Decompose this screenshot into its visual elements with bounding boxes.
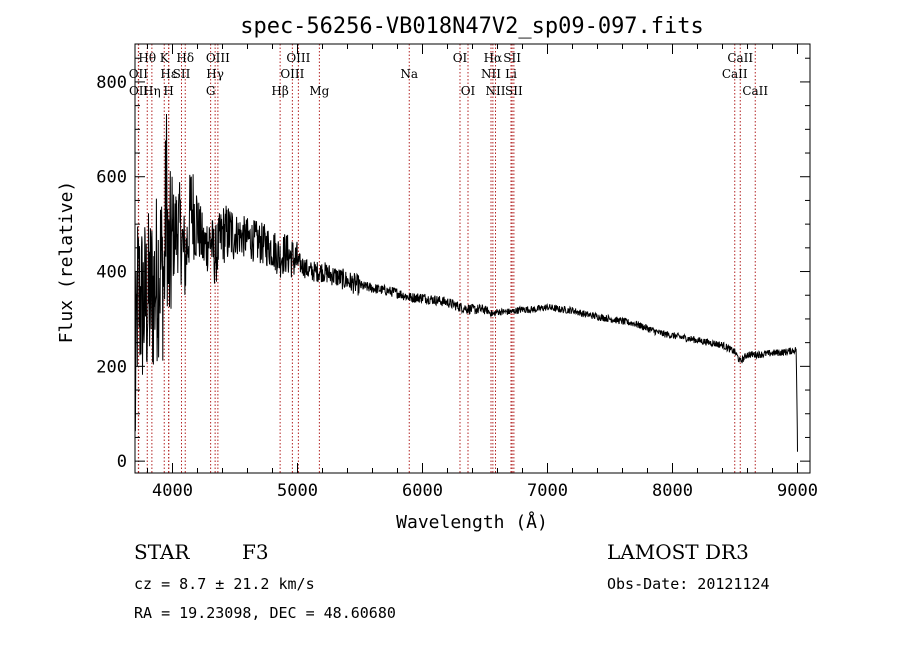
- spectral-line-label: Li: [505, 67, 517, 81]
- spectral-line-label: CaII: [722, 67, 748, 81]
- x-tick-label: 6000: [402, 481, 443, 501]
- obs-date: Obs-Date: 20121124: [607, 575, 770, 593]
- redshift-velocity: cz = 8.7 ± 21.2 km/s: [134, 575, 315, 593]
- spectral-line-label: SII: [505, 84, 523, 98]
- x-axis-label: Wavelength (Å): [396, 511, 548, 533]
- spectral-line-label: Mg: [309, 84, 329, 98]
- spectral-line-label: K: [160, 51, 170, 65]
- coordinates: RA = 19.23098, DEC = 48.60680: [134, 604, 396, 622]
- y-tick-label: 0: [117, 452, 127, 472]
- plot-frame: [134, 43, 811, 474]
- spectral-line-label: OI: [453, 51, 468, 65]
- x-tick-label: 4000: [152, 481, 193, 501]
- x-tick-label: 9000: [777, 481, 818, 501]
- y-tick-label: 600: [96, 168, 127, 188]
- chart-title: spec-56256-VB018N47V2_sp09-097.fits: [240, 14, 704, 39]
- spectral-line-label: H: [163, 84, 173, 98]
- y-axis-label: Flux (relative): [56, 181, 77, 344]
- spectral-line-label: SII: [503, 51, 521, 65]
- spectral-line-label: Hβ: [271, 84, 288, 98]
- spectral-line-label: Na: [400, 67, 418, 81]
- spectral-line-label: CaII: [742, 84, 768, 98]
- x-tick-label: 8000: [652, 481, 693, 501]
- spectral-line-label: OIII: [286, 51, 310, 65]
- axis-ticks: [135, 44, 810, 473]
- spectral-line-label: OIII: [206, 51, 230, 65]
- x-tick-label: 5000: [277, 481, 318, 501]
- spectral-line-label: Hα: [484, 51, 503, 65]
- axis-tick-labels: 4000 5000 6000 7000 8000 9000 0 200 400 600 800: [96, 73, 818, 501]
- spectrum-series: [134, 113, 798, 452]
- spectral-line-label: Hθ: [138, 51, 156, 65]
- spectral-line-label: OI: [461, 84, 476, 98]
- spectral-line-label: Hη: [143, 84, 161, 98]
- spectral-line-label: Hγ: [206, 67, 224, 81]
- spectral-line-label: CaII: [727, 51, 753, 65]
- object-type: STAR: [134, 540, 190, 564]
- spectral-line-label: OII: [129, 84, 149, 98]
- y-tick-label: 800: [96, 73, 127, 93]
- survey-name: LAMOST DR3: [607, 540, 749, 564]
- y-tick-label: 200: [96, 357, 127, 377]
- spectral-line-markers: [137, 44, 756, 473]
- y-tick-label: 400: [96, 263, 127, 283]
- spectral-line-label: OIII: [280, 67, 304, 81]
- spectral-line-label: NII: [486, 84, 506, 98]
- x-tick-label: 7000: [527, 481, 568, 501]
- spectral-line-label: SII: [173, 67, 191, 81]
- spectral-line-label: Hε: [160, 67, 177, 81]
- spectral-line-label: OII: [129, 67, 149, 81]
- object-subclass: F3: [242, 540, 269, 564]
- spectral-line-label: NII: [481, 67, 501, 81]
- spectral-line-label: Hδ: [176, 51, 194, 65]
- spectral-line-label: G: [206, 84, 216, 98]
